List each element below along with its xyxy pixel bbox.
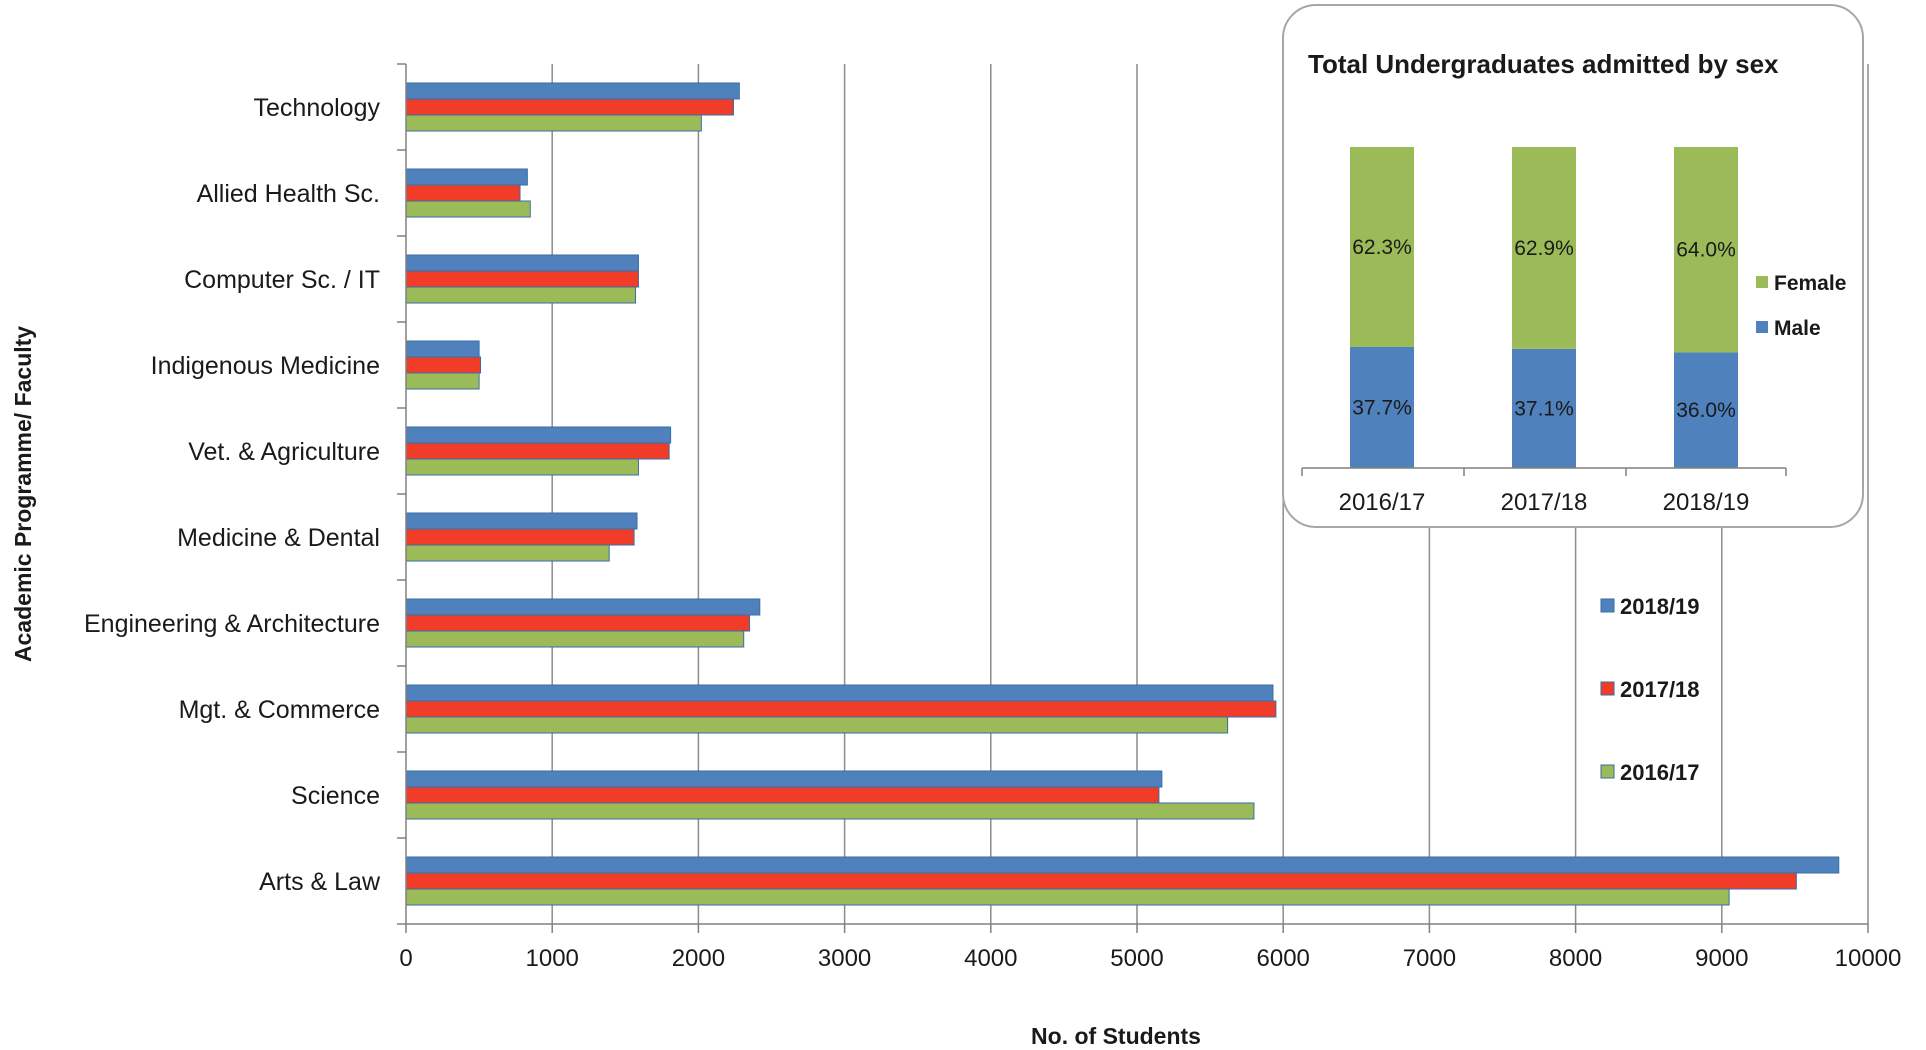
x-tick-label: 1000 bbox=[526, 945, 579, 972]
bar bbox=[405, 458, 639, 476]
category-label: Mgt. & Commerce bbox=[179, 696, 380, 724]
bars bbox=[405, 82, 1840, 906]
x-tick-label: 8000 bbox=[1549, 945, 1602, 972]
inset-segment-label: 62.9% bbox=[1514, 237, 1574, 260]
bar bbox=[405, 200, 531, 218]
y-axis-title: Academic Programme/ Faculty bbox=[10, 326, 36, 662]
bar bbox=[405, 684, 1274, 702]
bar bbox=[405, 426, 672, 444]
bar bbox=[405, 184, 521, 202]
x-tick-label: 7000 bbox=[1403, 945, 1456, 972]
bar bbox=[405, 770, 1163, 788]
bar bbox=[405, 700, 1277, 718]
inset-bar-segment bbox=[1350, 147, 1414, 347]
bar bbox=[405, 630, 745, 648]
inset-bar-segment bbox=[1674, 352, 1738, 468]
legend-swatch bbox=[1600, 598, 1615, 613]
category-label: Arts & Law bbox=[259, 868, 381, 896]
bar bbox=[405, 82, 740, 100]
category-label: Indigenous Medicine bbox=[151, 352, 380, 380]
x-tick-label: 5000 bbox=[1110, 945, 1163, 972]
inset-legend: Female Male bbox=[1756, 272, 1846, 340]
bar bbox=[405, 614, 751, 632]
category-label: Medicine & Dental bbox=[177, 524, 380, 552]
legend: 2018/19 2017/18 2016/17 bbox=[1600, 594, 1700, 785]
x-tick-labels: 0 1000 2000 3000 4000 5000 6000 7000 8000 9000 100… bbox=[399, 945, 1901, 972]
bar bbox=[405, 802, 1255, 820]
bar bbox=[405, 786, 1160, 804]
bar bbox=[405, 512, 638, 530]
inset-legend-swatch bbox=[1756, 321, 1768, 333]
axes bbox=[397, 63, 1869, 933]
bar bbox=[405, 356, 482, 374]
inset-bar-segment bbox=[1350, 346, 1414, 468]
bar bbox=[405, 544, 610, 562]
inset-bar-segment bbox=[1512, 348, 1576, 468]
x-tick-label: 6000 bbox=[1257, 945, 1310, 972]
bar bbox=[405, 442, 670, 460]
inset-segment-label: 64.0% bbox=[1676, 239, 1736, 262]
inset-legend-swatch bbox=[1756, 276, 1768, 288]
legend-label: 2018/19 bbox=[1620, 594, 1700, 619]
bar bbox=[405, 168, 528, 186]
inset-legend-label: Male bbox=[1774, 317, 1821, 340]
inset-bar-segment bbox=[1674, 147, 1738, 353]
bar bbox=[405, 872, 1797, 890]
category-label: Engineering & Architecture bbox=[84, 610, 380, 638]
x-tick-label: 3000 bbox=[818, 945, 871, 972]
legend-swatch bbox=[1600, 681, 1615, 696]
bar bbox=[405, 888, 1730, 906]
bar bbox=[405, 340, 480, 358]
bar bbox=[405, 856, 1840, 874]
inset-tick-label: 2017/18 bbox=[1501, 489, 1588, 516]
x-axis-title: No. of Students bbox=[1031, 1023, 1201, 1049]
bar bbox=[405, 98, 734, 116]
bar bbox=[405, 270, 639, 288]
category-label: Technology bbox=[254, 94, 381, 122]
category-label: Computer Sc. / IT bbox=[184, 266, 380, 294]
inset-segment-label: 37.7% bbox=[1352, 396, 1412, 419]
bar bbox=[405, 254, 639, 272]
x-tick-label: 2000 bbox=[672, 945, 725, 972]
category-labels: Technology Allied Health Sc. Computer Sc. … bbox=[84, 94, 381, 896]
bar bbox=[405, 372, 480, 390]
legend-label: 2017/18 bbox=[1620, 677, 1700, 702]
inset-tick-labels: 2016/17 2017/18 2018/19 bbox=[1339, 489, 1750, 516]
bar bbox=[405, 286, 637, 304]
inset-tick-label: 2018/19 bbox=[1663, 489, 1750, 516]
inset-legend-label: Female bbox=[1774, 272, 1846, 295]
inset-segment-label: 36.0% bbox=[1676, 399, 1736, 422]
inset-chart-panel: Total Undergraduates admitted by sex 37.… bbox=[1282, 4, 1864, 528]
inset-bar-segment bbox=[1512, 147, 1576, 349]
inset-segment-label: 62.3% bbox=[1352, 236, 1412, 259]
x-tick-label: 4000 bbox=[964, 945, 1017, 972]
inset-title: Total Undergraduates admitted by sex bbox=[1308, 49, 1779, 79]
legend-swatch bbox=[1600, 764, 1615, 779]
bar bbox=[405, 716, 1229, 734]
bar bbox=[405, 528, 635, 546]
x-tick-label: 10000 bbox=[1835, 945, 1902, 972]
x-tick-label: 9000 bbox=[1695, 945, 1748, 972]
inset-stacked-chart: Total Undergraduates admitted by sex 37.… bbox=[1301, 49, 1846, 516]
x-tick-label: 0 bbox=[399, 945, 412, 972]
inset-tick-label: 2016/17 bbox=[1339, 489, 1426, 516]
inset-axis bbox=[1301, 467, 1787, 476]
inset-segment-label: 37.1% bbox=[1514, 397, 1574, 420]
category-label: Allied Health Sc. bbox=[197, 180, 380, 208]
category-label: Science bbox=[291, 782, 380, 810]
bar bbox=[405, 114, 702, 132]
inset-bars: 37.7% 62.3% 37.1% 62.9% 36.0% 64.0% bbox=[1350, 147, 1738, 468]
category-label: Vet. & Agriculture bbox=[188, 438, 380, 466]
bar bbox=[405, 598, 761, 616]
legend-label: 2016/17 bbox=[1620, 760, 1700, 785]
